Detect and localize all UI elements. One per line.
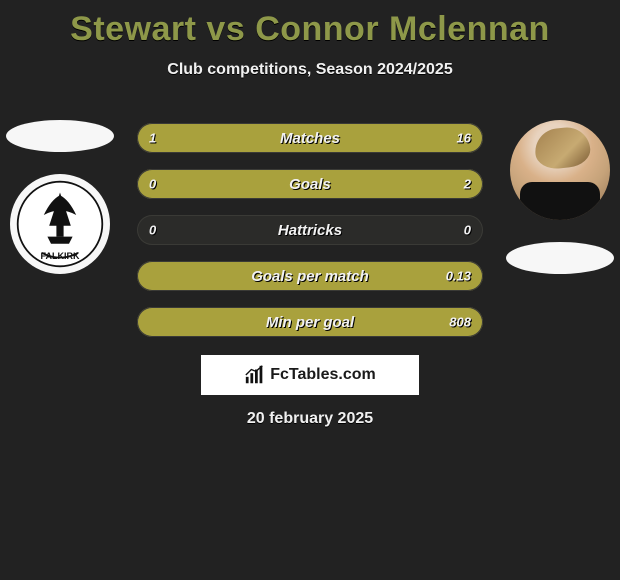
- right-player-photo: [510, 120, 610, 220]
- stat-value-right: 2: [464, 177, 471, 192]
- right-player-block: [500, 120, 620, 274]
- stat-label: Matches: [280, 130, 340, 147]
- stat-row-goals-per-match: 0.13 Goals per match: [137, 261, 483, 291]
- stat-row-min-per-goal: 808 Min per goal: [137, 307, 483, 337]
- left-player-block: FALKIRK: [0, 120, 120, 274]
- left-name-ellipse: [6, 120, 114, 152]
- stat-row-hattricks: 0 0 Hattricks: [137, 215, 483, 245]
- stat-label: Hattricks: [278, 222, 342, 239]
- stat-value-right: 808: [449, 315, 471, 330]
- stat-label: Goals per match: [251, 268, 369, 285]
- stat-label: Goals: [289, 176, 331, 193]
- stat-value-right: 16: [457, 131, 471, 146]
- stat-value-left: 1: [149, 131, 156, 146]
- stat-value-left: 0: [149, 223, 156, 238]
- stat-label: Min per goal: [266, 314, 354, 331]
- date-label: 20 february 2025: [0, 410, 620, 428]
- chart-icon: [244, 364, 266, 386]
- stat-row-goals: 0 2 Goals: [137, 169, 483, 199]
- left-club-badge: FALKIRK: [10, 174, 110, 274]
- subtitle: Club competitions, Season 2024/2025: [0, 61, 620, 79]
- branding-text: FcTables.com: [270, 366, 376, 384]
- branding-badge: FcTables.com: [201, 355, 419, 395]
- stat-value-right: 0.13: [446, 269, 471, 284]
- stat-row-matches: 1 16 Matches: [137, 123, 483, 153]
- page-title: Stewart vs Connor Mclennan: [0, 0, 620, 49]
- svg-text:FALKIRK: FALKIRK: [41, 251, 80, 261]
- comparison-rows: 1 16 Matches 0 2 Goals 0 0 Hattricks 0.13 Goals pe…: [137, 123, 483, 337]
- stat-value-left: 0: [149, 177, 156, 192]
- stat-value-right: 0: [464, 223, 471, 238]
- right-name-ellipse: [506, 242, 614, 274]
